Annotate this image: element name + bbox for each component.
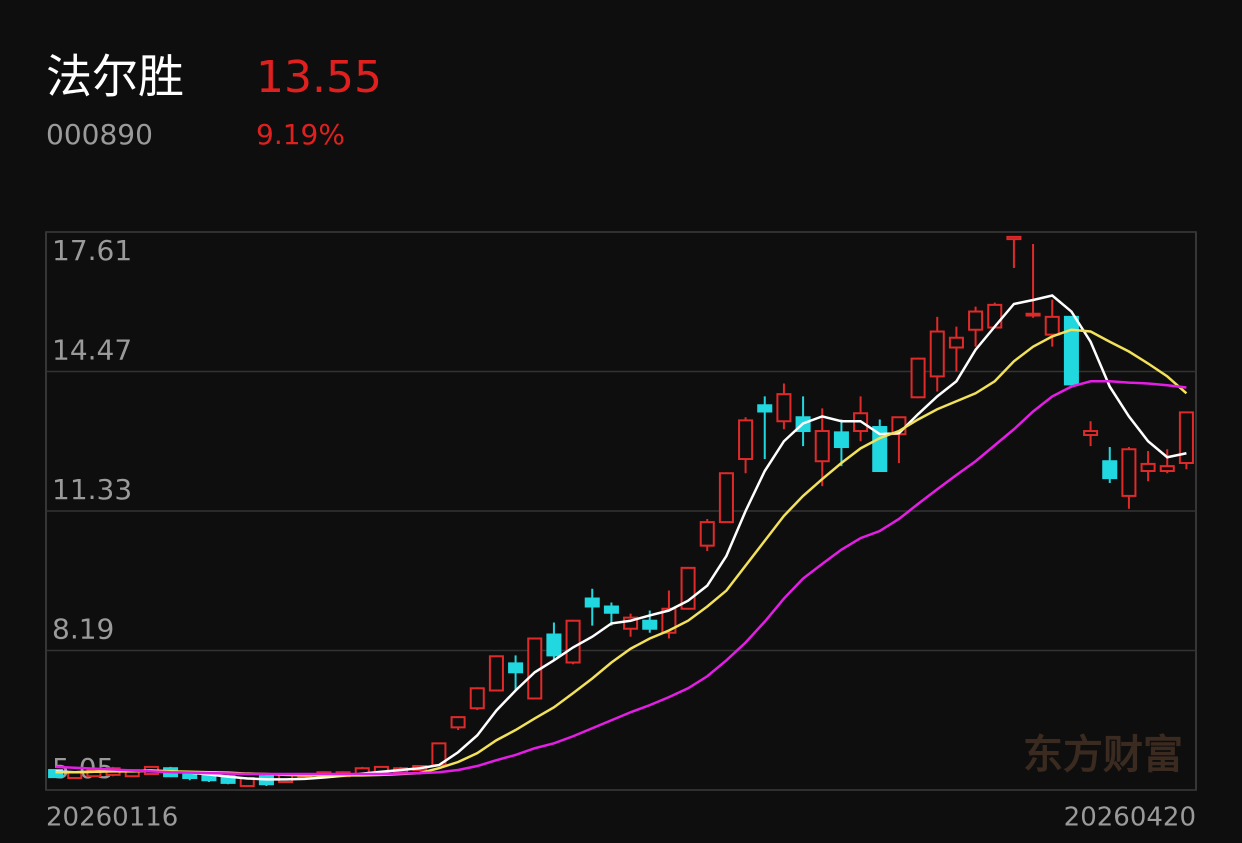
candle-body (1006, 235, 1022, 241)
candle-body (968, 310, 984, 331)
candle-body (1025, 312, 1041, 317)
y-tick-label: 11.33 (52, 473, 132, 506)
moving-average-line (55, 294, 1187, 781)
y-tick-label: 8.19 (52, 613, 114, 646)
candle-body (1063, 315, 1079, 386)
candle-body (488, 655, 504, 692)
candle-body (584, 597, 600, 608)
candle-body (929, 330, 945, 378)
stock-name: 法尔胜 (46, 50, 184, 104)
candle-body (1102, 460, 1118, 480)
candle-body (987, 303, 1003, 329)
candle-body (776, 393, 792, 423)
candle-body (642, 619, 658, 630)
candle-body (738, 419, 754, 461)
candle-body (48, 769, 64, 779)
stock-price: 13.55 (256, 52, 382, 103)
candle-body (757, 404, 773, 413)
candle-body (546, 633, 562, 657)
moving-average-line (55, 380, 1187, 776)
candle-body (603, 605, 619, 614)
candle-body (469, 687, 485, 710)
y-tick-label: 14.47 (52, 334, 132, 367)
candle-body (623, 616, 639, 630)
candle-body (948, 336, 964, 349)
candle-body (661, 607, 677, 634)
candle-body (718, 472, 734, 524)
stock-change: 9.19% (256, 118, 345, 151)
candle-body (833, 431, 849, 449)
y-tick-label: 17.61 (52, 234, 132, 267)
x-tick-label: 20260116 (46, 803, 178, 833)
candle-body (565, 619, 581, 664)
candle-body (1140, 462, 1156, 473)
candle-body (1083, 430, 1099, 437)
candle-body (699, 521, 715, 547)
stock-code: 000890 (46, 118, 153, 151)
x-tick-label: 20260420 (1064, 803, 1196, 833)
moving-average-line (55, 328, 1188, 777)
candle-body (1178, 411, 1194, 465)
candle-body (1159, 465, 1175, 473)
watermark: 东方财富 (1023, 732, 1183, 778)
candle-body (508, 662, 524, 674)
candle-body (1121, 448, 1137, 497)
candle-body (910, 357, 926, 399)
candle-body (814, 430, 830, 463)
candle-body (1044, 315, 1060, 336)
candle-body (450, 716, 466, 729)
